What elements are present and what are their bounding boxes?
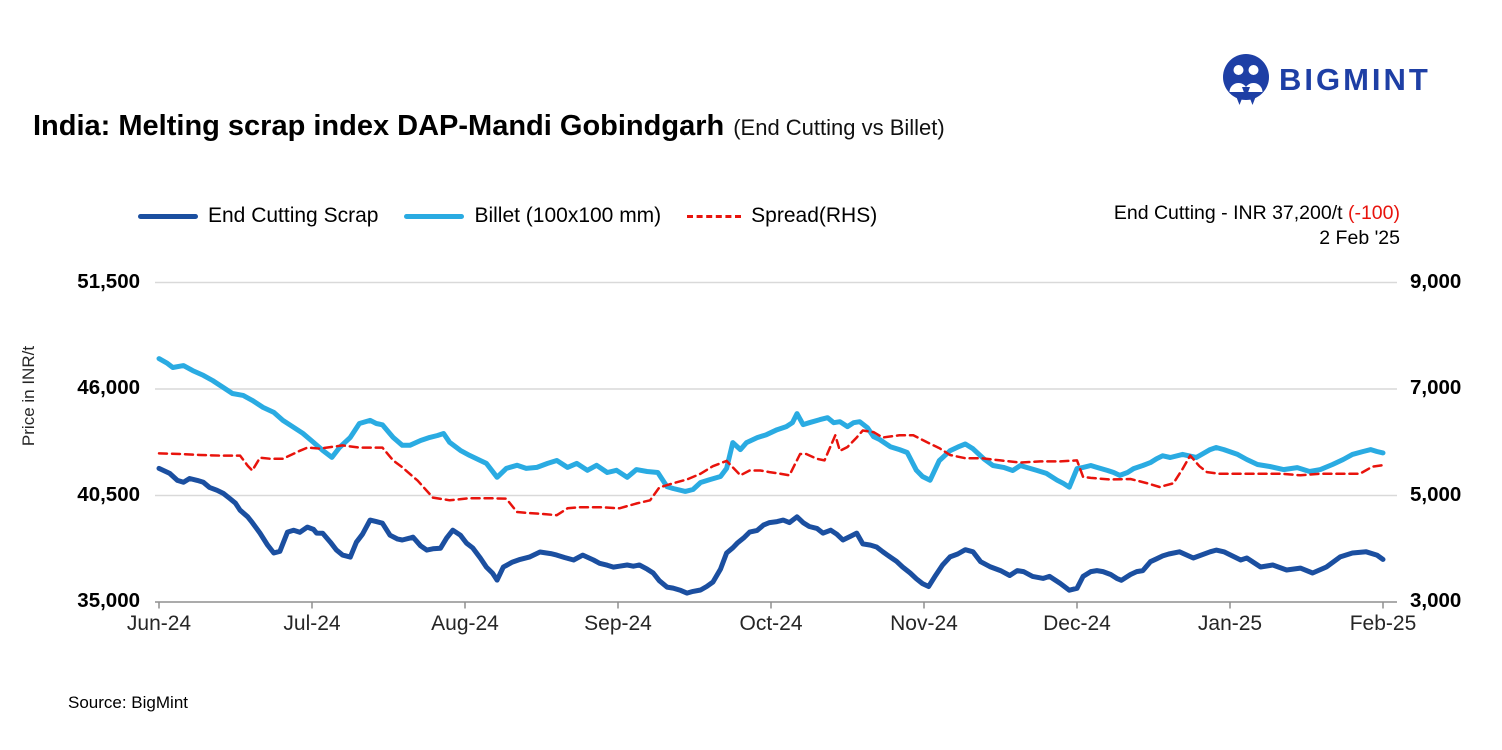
x-axis-tick: Nov-24 [890,612,958,635]
page-subtitle: (End Cutting vs Billet) [733,115,945,140]
source-note: Source: BigMint [68,693,188,712]
y-axis-title: Price in INR/t [19,345,38,447]
annotation-price: End Cutting - INR 37,200/t [1113,202,1348,224]
annotation-change: (-100) [1347,202,1400,224]
logo-text: BIGMINT [1279,62,1431,97]
legend-item-spread: Spread(RHS) [687,204,877,228]
x-axis-tick: Dec-24 [1043,612,1111,635]
x-axis-tick: Jul-24 [283,612,341,635]
bigmint-logo: BIGMINT [1222,54,1431,106]
spread-line [157,429,1385,517]
legend: End Cutting Scrap Billet (100x100 mm) Sp… [138,204,903,228]
annotation-line1: End Cutting - INR 37,200/t (-100) [1114,201,1400,226]
left-axis-tick: 51,500 [77,269,140,293]
x-axis-tick: Sep-24 [584,612,652,635]
x-axis-tick: Feb-25 [1349,612,1417,635]
legend-item-end-cutting-scrap: End Cutting Scrap [138,204,378,228]
legend-label-spread: Spread(RHS) [751,204,878,227]
spread-swatch-icon [687,214,742,218]
legend-item-billet: Billet (100x100 mm) [404,204,661,228]
right-axis-tick: 7,000 [1410,376,1462,399]
x-axis-tick: Jan-25 [1197,612,1263,635]
legend-label-end-cutting-scrap: End Cutting Scrap [208,204,379,227]
left-axis-tick: 35,000 [77,589,140,612]
billet-line [156,356,1386,494]
left-axis-tick: 46,000 [77,376,140,399]
right-axis-tick: 3,000 [1410,589,1462,612]
end-cutting-scrap-swatch-icon [138,213,198,219]
x-axis-tick: Jun-24 [126,612,192,635]
latest-price-annotation: End Cutting - INR 37,200/t (-100) 2 Feb … [1114,201,1400,251]
x-axis-tick: Oct-24 [739,612,803,635]
left-axis-tick: 40,500 [77,482,140,506]
x-axis-tick: Aug-24 [431,612,499,635]
annotation-date: 2 Feb '25 [1319,227,1400,249]
right-axis-tick: 5,000 [1410,482,1462,506]
bigmint-logo-icon [1222,54,1270,106]
billet-swatch-icon [404,213,465,219]
page-title: India: Melting scrap index DAP-Mandi Gob… [33,110,725,142]
right-axis-tick: 9,000 [1410,269,1462,293]
legend-label-billet: Billet (100x100 mm) [474,204,662,227]
chart-title-row: India: Melting scrap index DAP-Mandi Gob… [33,110,945,143]
scrap-line [156,465,1386,596]
